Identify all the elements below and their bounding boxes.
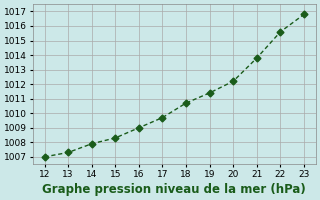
X-axis label: Graphe pression niveau de la mer (hPa): Graphe pression niveau de la mer (hPa) <box>43 183 306 196</box>
